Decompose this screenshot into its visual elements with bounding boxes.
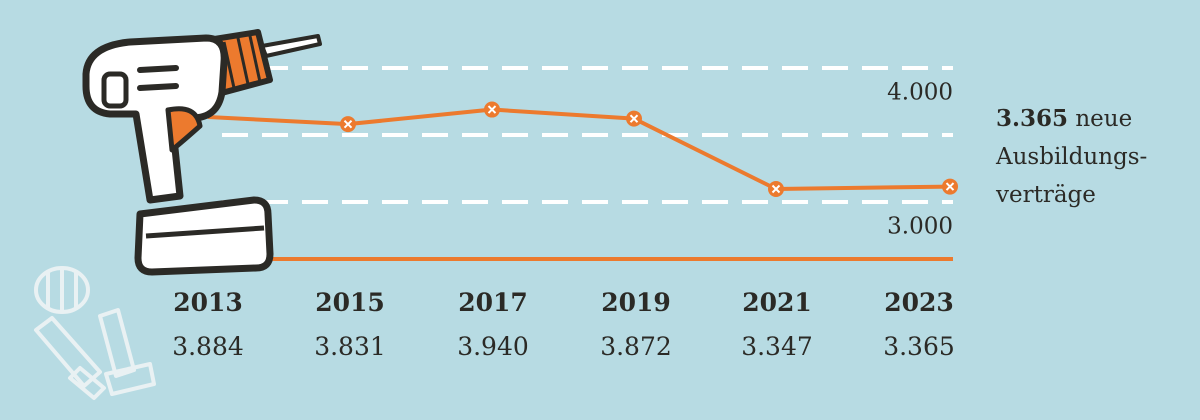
data-point <box>626 110 642 127</box>
data-point-cross <box>771 184 781 194</box>
screws-icon <box>34 266 156 400</box>
data-label: 3.940 <box>457 332 529 361</box>
x-tick-label: 2019 <box>601 288 671 317</box>
data-label: 3.872 <box>600 332 672 361</box>
x-tick-label: 2013 <box>173 288 243 317</box>
data-label: 3.347 <box>741 332 813 361</box>
drill-icon <box>82 29 322 276</box>
annotation-line-2: Ausbildungs- <box>996 144 1148 170</box>
y-tick-label: 4.000 <box>887 80 953 106</box>
data-label: 3.884 <box>172 332 244 361</box>
annotation-line-1: 3.365 neue <box>996 100 1196 138</box>
data-point <box>768 181 784 198</box>
gridlines <box>222 66 953 204</box>
x-tick-label: 2017 <box>458 288 528 317</box>
data-points <box>340 101 958 198</box>
y-tick-labels: 4.000 3.000 <box>887 80 953 240</box>
y-tick-label: 3.000 <box>887 214 953 240</box>
annotation-text: 3.365 neue Ausbildungs- verträge <box>996 100 1196 214</box>
x-tick-label: 2023 <box>884 288 954 317</box>
data-point <box>340 116 356 133</box>
series-line <box>207 107 951 192</box>
x-tick-label: 2015 <box>315 288 385 317</box>
annotation-value: 3.365 <box>996 105 1069 132</box>
data-point-cross <box>343 119 353 129</box>
data-point-cross <box>629 114 639 123</box>
annotation-text-1: neue <box>1075 106 1133 132</box>
data-label: 3.365 <box>883 332 955 361</box>
x-tick-label: 2021 <box>742 288 812 317</box>
x-axis-labels: 2013 3.884 2015 3.831 2017 3.940 2019 3.872 2021… <box>172 288 955 361</box>
data-point-cross <box>945 182 955 191</box>
annotation-line-3: verträge <box>996 182 1096 208</box>
data-point <box>484 101 500 118</box>
data-point <box>942 178 958 195</box>
data-label: 3.831 <box>314 332 386 361</box>
data-point-cross <box>487 105 497 114</box>
